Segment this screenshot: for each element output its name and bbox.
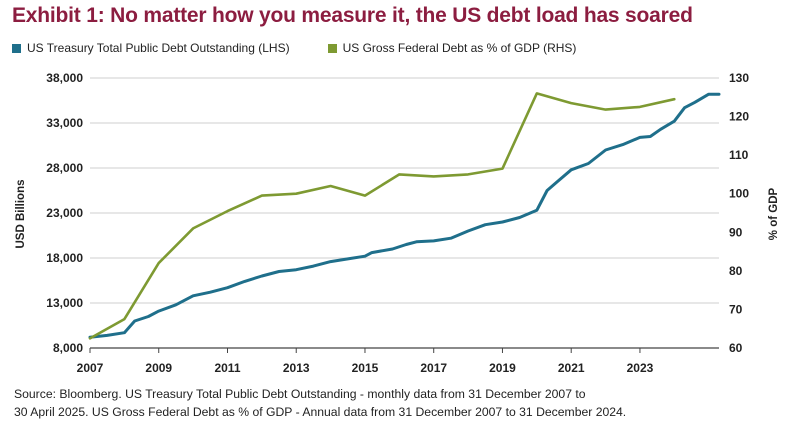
y-left-tick-label: 28,000 [46, 161, 83, 175]
series-line-debt [88, 92, 721, 339]
y-axis-left-label: USD Billions [15, 179, 27, 248]
x-tick-label: 2019 [489, 361, 516, 375]
y-right-tick-label: 110 [729, 148, 749, 162]
legend-swatch-debt [12, 43, 21, 53]
y-left-tick-label: 23,000 [46, 206, 83, 220]
x-tick-label: 2013 [283, 361, 310, 375]
source-note: Source: Bloomberg. US Treasury Total Pub… [14, 385, 779, 421]
x-tick-label: 2023 [627, 361, 654, 375]
y-right-tick-label: 100 [729, 187, 749, 201]
legend-label-gdp: US Gross Federal Debt as % of GDP (RHS) [342, 41, 577, 55]
x-tick-label: 2017 [420, 361, 447, 375]
y-left-tick-label: 38,000 [46, 71, 83, 85]
x-tick-label: 2007 [77, 361, 104, 375]
y-left-tick-label: 18,000 [46, 251, 83, 265]
series-line-gdp [88, 92, 676, 340]
legend-swatch-gdp [327, 43, 337, 53]
y-right-tick-label: 70 [729, 302, 743, 316]
y-axis-left: 8,000 13,000 18,000 23,000 28,000 33,000 38,00… [46, 71, 83, 355]
x-tick-label: 2009 [145, 361, 172, 375]
x-tick-label: 2021 [558, 361, 585, 375]
gridlines [90, 77, 719, 304]
y-left-tick-label: 33,000 [46, 116, 83, 130]
y-right-tick-label: 90 [729, 225, 743, 239]
chart-title: Exhibit 1: No matter how you measure it,… [12, 4, 693, 27]
y-right-tick-label: 80 [729, 264, 743, 278]
x-axis: 2007 2009 2011 2013 2015 2017 2019 2021 2023 [77, 347, 719, 375]
legend-item-debt: US Treasury Total Public Debt Outstandin… [12, 41, 290, 55]
x-tick-label: 2011 [214, 361, 240, 375]
legend-item-gdp: US Gross Federal Debt as % of GDP (RHS) [327, 41, 577, 55]
series-lines [88, 92, 721, 340]
chart-plot: 8,000 13,000 18,000 23,000 28,000 33,000 38,00… [15, 71, 780, 375]
source-line-2: 30 April 2025. US Gross Federal Debt as … [14, 405, 627, 419]
y-left-tick-label: 8,000 [53, 341, 83, 355]
y-axis-right-label: % of GDP [768, 187, 780, 240]
y-right-tick-label: 130 [729, 71, 749, 85]
source-line-1: Source: Bloomberg. US Treasury Total Pub… [14, 387, 586, 401]
y-right-tick-label: 120 [729, 110, 749, 124]
y-left-tick-label: 13,000 [46, 296, 83, 310]
chart-legend: US Treasury Total Public Debt Outstandin… [12, 40, 614, 56]
legend-label-debt: US Treasury Total Public Debt Outstandin… [27, 41, 290, 55]
x-tick-label: 2015 [352, 361, 379, 375]
y-axis-right: 60 70 80 90 100 110 120 130 [729, 71, 749, 355]
y-right-tick-label: 60 [729, 341, 743, 355]
